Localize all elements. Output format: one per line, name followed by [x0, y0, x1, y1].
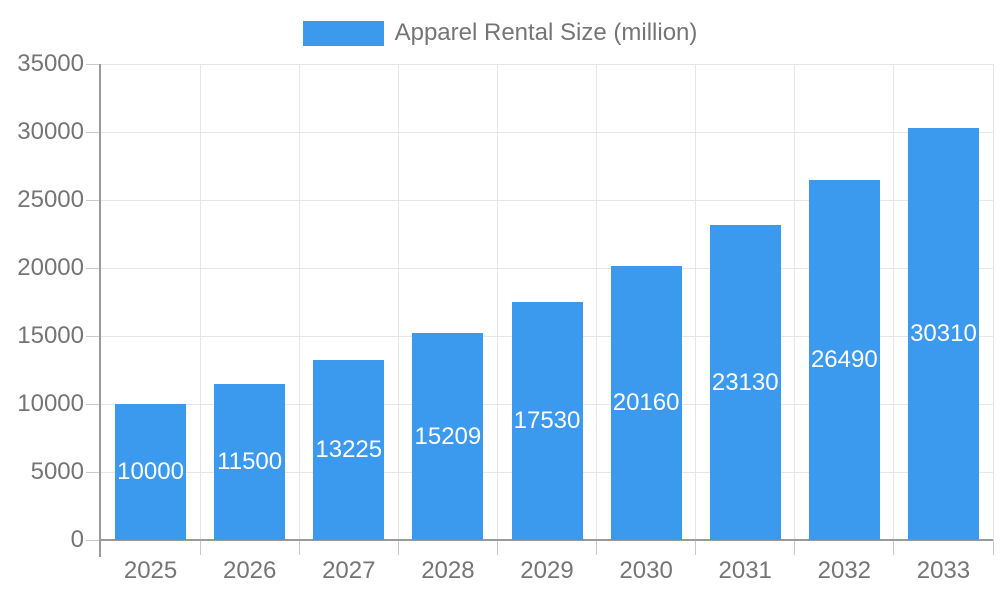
bar-value-label: 13225 [315, 436, 383, 464]
x-axis-label-2028: 2028 [421, 557, 475, 584]
x-axis-tick [496, 540, 498, 555]
legend-label: Apparel Rental Size (million) [394, 19, 698, 46]
legend-item-apparel-rental-size[interactable]: Apparel Rental Size (million) [302, 19, 698, 47]
bar-2033[interactable]: 30310 [907, 127, 979, 540]
y-axis-tick-label: 15000 [17, 322, 84, 349]
x-axis-tick [596, 540, 598, 555]
x-axis-tick [992, 540, 994, 555]
bar-2025[interactable]: 10000 [115, 404, 187, 540]
bar-2026[interactable]: 11500 [214, 383, 286, 540]
gridline-vertical [397, 64, 399, 540]
x-axis-label-2030: 2030 [619, 557, 673, 584]
gridline-horizontal [101, 267, 993, 269]
y-axis-tick-label: 10000 [17, 390, 84, 417]
y-axis-tick-label: 5000 [30, 458, 84, 485]
gridline-vertical [199, 64, 201, 540]
x-axis-label-2033: 2033 [916, 557, 971, 584]
gridline-vertical [496, 64, 498, 540]
y-axis-tick-label: 25000 [17, 186, 84, 213]
y-axis-tick [86, 63, 101, 65]
bar-value-label: 10000 [117, 458, 184, 485]
x-axis-label-2027: 2027 [322, 557, 376, 584]
gridline-vertical [695, 64, 697, 540]
bar-2030[interactable]: 20160 [610, 265, 682, 540]
x-axis-tick [695, 540, 697, 555]
y-axis-tick [86, 539, 101, 541]
y-axis-tick [86, 131, 101, 133]
bar-value-label: 17530 [513, 406, 581, 434]
x-axis-label-2031: 2031 [718, 557, 772, 584]
bar-value-label: 20160 [612, 388, 680, 416]
bar-value-label: 26490 [810, 345, 878, 373]
gridline-horizontal [101, 63, 993, 65]
bar-value-label: 30310 [910, 319, 977, 347]
x-axis-label-2029: 2029 [520, 557, 574, 584]
bar-2028[interactable]: 15209 [412, 333, 484, 540]
gridline-vertical [298, 64, 300, 540]
bar-value-label: 23130 [711, 368, 779, 396]
x-axis-tick [298, 540, 300, 555]
y-axis-tick [86, 471, 101, 473]
gridline-horizontal [101, 199, 993, 201]
legend: Apparel Rental Size (million) [0, 19, 1000, 47]
y-axis-tick [86, 335, 101, 337]
x-axis-tick [794, 540, 796, 555]
gridline-horizontal [101, 131, 993, 133]
bar-value-label: 11500 [217, 447, 283, 475]
bar-value-label: 15209 [414, 422, 482, 450]
bar-2032[interactable]: 26490 [808, 179, 880, 540]
bar-2027[interactable]: 13225 [313, 360, 385, 540]
y-axis-tick [86, 403, 101, 405]
y-axis-tick [86, 267, 101, 269]
x-axis-tick [199, 540, 201, 555]
y-axis-tick-label: 0 [70, 526, 84, 553]
y-axis-line [99, 64, 101, 557]
gridline-vertical [992, 64, 994, 540]
gridline-vertical [596, 64, 598, 540]
y-axis-tick-label: 35000 [17, 50, 84, 77]
y-axis-tick-label: 30000 [17, 118, 84, 145]
x-axis-tick [397, 540, 399, 555]
legend-color-swatch [302, 20, 384, 46]
x-axis-label-2025: 2025 [123, 557, 178, 584]
y-axis-tick [86, 199, 101, 201]
gridline-vertical [794, 64, 796, 540]
bar-2029[interactable]: 17530 [511, 301, 583, 540]
x-axis-baseline [101, 539, 993, 541]
x-axis-label-2026: 2026 [222, 557, 277, 584]
x-axis-label-2032: 2032 [817, 557, 872, 584]
y-axis-tick-label: 20000 [17, 254, 84, 281]
x-axis-tick [893, 540, 895, 555]
gridline-vertical [893, 64, 895, 540]
bar-2031[interactable]: 23130 [709, 225, 781, 540]
